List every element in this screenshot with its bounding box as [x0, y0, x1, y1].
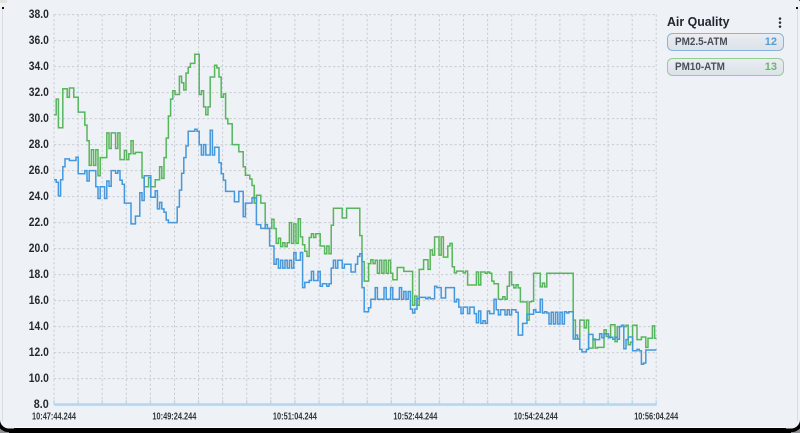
- svg-text:34.0: 34.0: [29, 59, 49, 73]
- svg-text:36.0: 36.0: [29, 33, 49, 47]
- svg-text:10:52:44.244: 10:52:44.244: [393, 412, 437, 423]
- svg-text:18.0: 18.0: [29, 267, 49, 281]
- svg-text:32.0: 32.0: [29, 85, 49, 99]
- svg-text:10.0: 10.0: [29, 371, 49, 385]
- svg-text:24.0: 24.0: [29, 189, 49, 203]
- svg-text:10:47:44.244: 10:47:44.244: [32, 412, 76, 423]
- svg-text:10:56:04.244: 10:56:04.244: [634, 412, 678, 423]
- svg-text:28.0: 28.0: [29, 137, 49, 151]
- svg-text:10:51:04.244: 10:51:04.244: [273, 412, 317, 423]
- svg-text:22.0: 22.0: [29, 215, 49, 229]
- svg-text:10:54:24.244: 10:54:24.244: [514, 412, 558, 423]
- svg-text:8.0: 8.0: [34, 397, 49, 411]
- svg-text:10:49:24.244: 10:49:24.244: [152, 412, 196, 423]
- svg-text:26.0: 26.0: [29, 163, 49, 177]
- svg-text:12.0: 12.0: [29, 345, 49, 359]
- svg-text:14.0: 14.0: [29, 319, 49, 333]
- svg-text:16.0: 16.0: [29, 293, 49, 307]
- svg-text:38.0: 38.0: [29, 7, 49, 21]
- svg-text:30.0: 30.0: [29, 111, 49, 125]
- svg-text:20.0: 20.0: [29, 241, 49, 255]
